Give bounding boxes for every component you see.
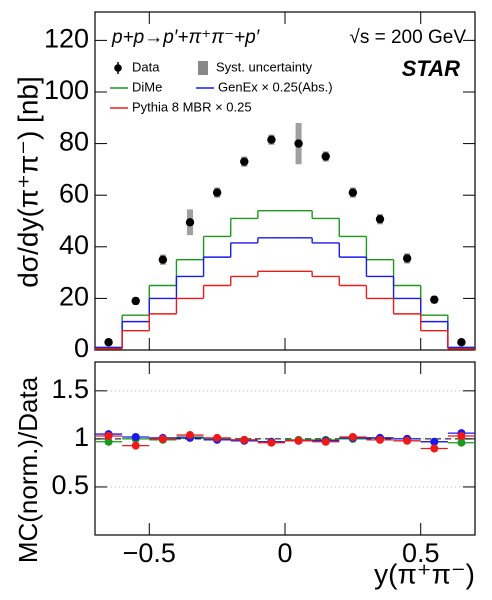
data-point bbox=[430, 295, 439, 304]
data-point bbox=[240, 157, 249, 166]
data-point bbox=[402, 254, 412, 263]
ratio-point bbox=[457, 432, 466, 441]
x-tick-label: 0 bbox=[277, 538, 292, 568]
legend-label: DiMe bbox=[132, 79, 162, 94]
ratio-point bbox=[348, 432, 357, 441]
ratio-point bbox=[403, 436, 412, 445]
y-tick-label: 60 bbox=[59, 178, 89, 208]
y-tick-label: 0.5 bbox=[51, 470, 89, 500]
x-tick-label: 0.5 bbox=[402, 538, 440, 568]
ratio-point bbox=[294, 436, 303, 445]
legend-label: Syst. uncertainty bbox=[216, 59, 313, 74]
ratio-point bbox=[104, 432, 113, 441]
x-tick-label: −0.5 bbox=[123, 538, 176, 568]
legend-marker bbox=[114, 64, 122, 72]
legend-label: Data bbox=[132, 59, 160, 74]
y-tick-label: 40 bbox=[59, 230, 89, 260]
data-point bbox=[158, 255, 168, 264]
ratio-point bbox=[457, 438, 466, 447]
y-tick-label: 20 bbox=[59, 282, 89, 312]
data-point bbox=[185, 218, 195, 227]
ratio-point bbox=[376, 435, 384, 444]
y-tick-label: 120 bbox=[44, 24, 89, 54]
data-point bbox=[348, 188, 358, 197]
process-label: p+p→p′+π⁺π⁻+p′ bbox=[111, 27, 261, 48]
y-tick-label: 0 bbox=[74, 333, 89, 363]
ratio-point bbox=[430, 444, 439, 453]
energy-label: √s = 200 GeV bbox=[349, 27, 466, 48]
ratio-point bbox=[158, 434, 167, 443]
data-point bbox=[267, 135, 276, 144]
x-axis-label: y(π⁺π⁻) bbox=[374, 558, 475, 589]
ratio-point bbox=[213, 433, 222, 442]
ratio-point bbox=[430, 437, 439, 446]
y-tick-label: 100 bbox=[44, 75, 89, 105]
data-point bbox=[375, 214, 385, 224]
ratio-point bbox=[104, 437, 113, 446]
ratio-point bbox=[240, 435, 249, 444]
experiment-label: STAR bbox=[402, 56, 460, 81]
data-point bbox=[294, 139, 303, 148]
y-tick-label: 1.5 bbox=[51, 374, 89, 404]
data-point bbox=[131, 296, 140, 306]
ratio-y-axis-label: MC(norm.)/Data bbox=[13, 376, 43, 563]
y-tick-label: 80 bbox=[59, 127, 89, 157]
legend-label: GenEx × 0.25(Abs.) bbox=[218, 79, 333, 94]
legend-marker bbox=[198, 61, 208, 75]
legend-label: Pythia 8 MBR × 0.25 bbox=[132, 99, 252, 114]
data-point bbox=[212, 188, 222, 197]
ratio-point bbox=[131, 441, 140, 450]
data-point bbox=[457, 338, 466, 347]
ratio-point bbox=[186, 431, 194, 440]
ratio-point bbox=[267, 438, 276, 447]
data-point bbox=[104, 338, 113, 347]
y-tick-label: 1 bbox=[74, 422, 89, 452]
data-point bbox=[321, 152, 330, 161]
y-axis-label: dσ/dy(π⁺π⁻) [nb] bbox=[12, 76, 43, 288]
ratio-point bbox=[131, 432, 140, 441]
bottom-frame bbox=[94, 361, 476, 536]
ratio-point bbox=[321, 437, 330, 446]
